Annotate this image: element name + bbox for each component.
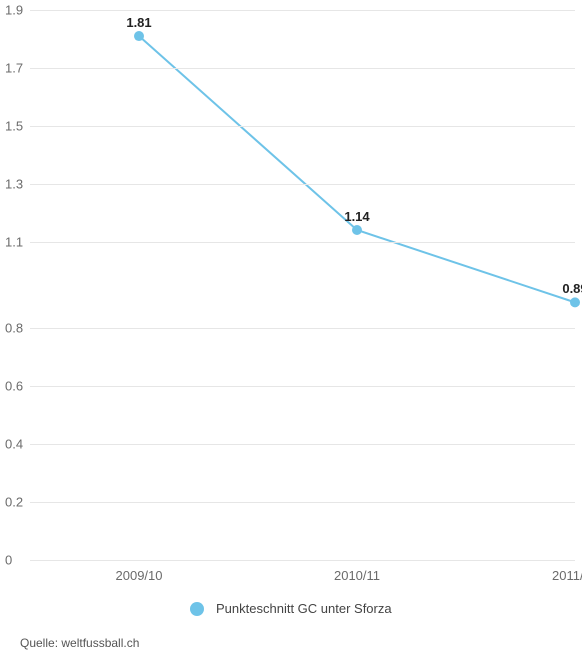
data-point [570,297,580,307]
legend-label: Punkteschnitt GC unter Sforza [216,601,392,616]
legend: Punkteschnitt GC unter Sforza [0,600,582,616]
gridline [30,10,575,11]
legend-marker [190,602,204,616]
gridline [30,444,575,445]
x-axis-label: 2009/10 [116,568,163,583]
y-axis-label: 0.4 [5,437,27,452]
y-axis-label: 0 [5,553,27,568]
gridline [30,242,575,243]
gridline [30,328,575,329]
gridline [30,560,575,561]
gridline [30,386,575,387]
series-line [139,36,575,302]
y-axis-label: 0.8 [5,321,27,336]
y-axis-label: 1.3 [5,176,27,191]
data-point-label: 1.81 [126,15,151,30]
data-point [134,31,144,41]
data-point [352,225,362,235]
chart-container: 0 0.2 0.4 0.6 0.8 1.1 1.3 1.5 1.7 1.9 2009/10 2010/… [0,0,582,658]
data-point-label: 1.14 [344,209,369,224]
data-point-label: 0.89 [562,281,582,296]
x-axis-label: 2011/12 [552,568,582,583]
y-axis-label: 1.7 [5,60,27,75]
y-axis-label: 0.2 [5,495,27,510]
source-text: Quelle: weltfussball.ch [20,636,139,650]
plot-area: 00.20.40.60.81.11.31.51.71.92009/102010/… [30,10,575,560]
y-axis-label: 1.5 [5,118,27,133]
gridline [30,184,575,185]
y-axis-label: 1.1 [5,234,27,249]
gridline [30,68,575,69]
y-axis-label: 0.6 [5,379,27,394]
gridline [30,126,575,127]
gridline [30,502,575,503]
x-axis-label: 2010/11 [334,568,380,583]
y-axis-label: 1.9 [5,3,27,18]
line-series [30,10,575,560]
